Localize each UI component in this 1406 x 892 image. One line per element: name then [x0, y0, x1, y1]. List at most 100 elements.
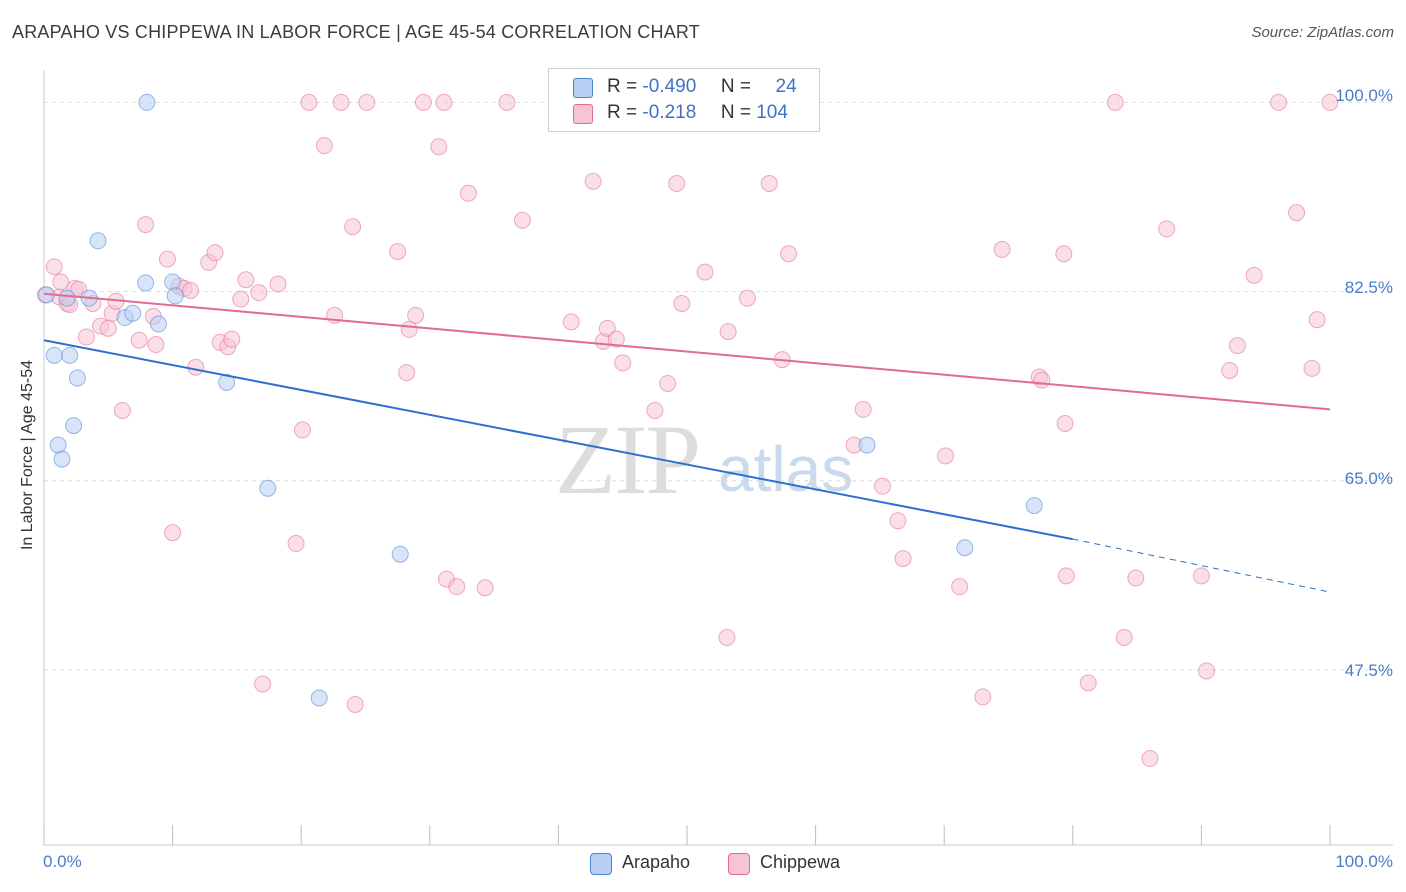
- chippewa-point: [430, 138, 448, 156]
- arapaho-point: [149, 315, 167, 333]
- arapaho-trend-line: [43, 339, 1073, 541]
- chippewa-point: [113, 401, 131, 419]
- chippewa-point: [99, 319, 117, 337]
- chippewa-point: [1198, 662, 1216, 680]
- chippewa-point: [1321, 93, 1339, 111]
- x-tick-label-min: 0.0%: [43, 852, 82, 871]
- chippewa-point: [780, 245, 798, 263]
- chippewa-point: [854, 400, 872, 418]
- arapaho-legend-label: Arapaho: [622, 852, 691, 872]
- chippewa-point: [223, 330, 241, 348]
- chippewa-point: [1115, 628, 1133, 646]
- chippewa-swatch: [573, 104, 593, 124]
- chippewa-point: [147, 336, 165, 354]
- chippewa-point: [668, 174, 686, 192]
- chart-title: ARAPAHO VS CHIPPEWA IN LABOR FORCE | AGE…: [12, 22, 700, 42]
- arapaho-point: [65, 417, 83, 435]
- arapaho-point: [391, 545, 409, 563]
- chippewa-point: [448, 578, 466, 596]
- chippewa-point: [1288, 204, 1306, 222]
- chippewa-point: [1033, 371, 1051, 389]
- arapaho-point: [61, 346, 79, 364]
- chippewa-point: [45, 258, 63, 276]
- chippewa-point: [407, 306, 425, 324]
- legend-n-value: 104: [756, 102, 788, 123]
- chippewa-point: [936, 447, 954, 465]
- chippewa-point: [718, 628, 736, 646]
- chippewa-point: [52, 273, 70, 291]
- chippewa-point: [182, 282, 200, 300]
- chippewa-point: [346, 695, 364, 713]
- chippewa-point: [164, 524, 182, 542]
- chart-source: Source: ZipAtlas.com: [1251, 24, 1394, 41]
- chippewa-point: [287, 534, 305, 552]
- chippewa-point: [646, 401, 664, 419]
- chippewa-point: [1308, 311, 1326, 329]
- arapaho-point: [53, 450, 71, 468]
- chippewa-point: [269, 275, 287, 293]
- chippewa-point: [673, 294, 691, 312]
- chippewa-point: [459, 184, 477, 202]
- chippewa-point: [498, 93, 516, 111]
- chippewa-point: [130, 331, 148, 349]
- chippewa-point: [254, 675, 272, 693]
- chippewa-point: [1158, 220, 1176, 238]
- chippewa-point: [250, 284, 268, 302]
- legend-r-value: -0.490: [642, 76, 697, 97]
- chippewa-point: [607, 330, 625, 348]
- arapaho-point: [259, 479, 277, 497]
- chippewa-point: [873, 477, 891, 495]
- chippewa-point: [1127, 569, 1145, 587]
- chippewa-point: [77, 328, 95, 346]
- chippewa-point: [358, 93, 376, 111]
- arapaho-point: [218, 373, 236, 391]
- chippewa-point: [293, 421, 311, 439]
- chippewa-point: [1228, 337, 1246, 355]
- chippewa-point: [398, 364, 416, 382]
- legend-n-value: 24: [775, 76, 797, 97]
- chippewa-legend-swatch: [728, 853, 750, 875]
- chippewa-point: [513, 211, 531, 229]
- chippewa-point: [315, 137, 333, 155]
- arapaho-point: [1025, 497, 1043, 515]
- chippewa-point: [1245, 266, 1263, 284]
- chippewa-point: [584, 172, 602, 190]
- chippewa-point: [562, 313, 580, 331]
- legend-n-label: N =: [720, 102, 751, 123]
- chippewa-point: [1303, 359, 1321, 377]
- arapaho-point: [124, 304, 142, 322]
- correlation-legend: R = -0.490 N = 24 R = -0.218 N = 104: [548, 68, 820, 132]
- arapaho-legend-swatch: [590, 853, 612, 875]
- chippewa-point: [435, 93, 453, 111]
- chippewa-point: [1192, 567, 1210, 585]
- arapaho-swatch: [573, 78, 593, 98]
- chippewa-point: [993, 240, 1011, 258]
- chippewa-point: [332, 93, 350, 111]
- chippewa-point: [889, 512, 907, 530]
- chippewa-point: [659, 374, 677, 392]
- chippewa-point: [476, 579, 494, 597]
- arapaho-point: [166, 287, 184, 305]
- chippewa-point: [696, 263, 714, 281]
- chippewa-point: [614, 354, 632, 372]
- chippewa-point: [738, 289, 756, 307]
- y-tick-label: 82.5%: [1344, 278, 1393, 297]
- chippewa-point: [344, 218, 362, 236]
- watermark-zip: ZIP: [555, 404, 701, 515]
- arapaho-point: [858, 436, 876, 454]
- arapaho-point: [138, 93, 156, 111]
- chippewa-point: [1055, 245, 1073, 263]
- chippewa-point: [719, 323, 737, 341]
- chippewa-point: [1221, 361, 1239, 379]
- chippewa-point: [187, 358, 205, 376]
- legend-r-value: -0.218: [642, 102, 697, 123]
- arapaho-point: [45, 346, 63, 364]
- y-tick-label: 100.0%: [1335, 86, 1393, 105]
- chippewa-point: [414, 93, 432, 111]
- chippewa-point: [1079, 674, 1097, 692]
- arapaho-point: [58, 289, 76, 307]
- chippewa-point: [760, 174, 778, 192]
- arapaho-point: [89, 232, 107, 250]
- arapaho-point: [956, 539, 974, 557]
- legend-r-label: R =: [607, 76, 638, 97]
